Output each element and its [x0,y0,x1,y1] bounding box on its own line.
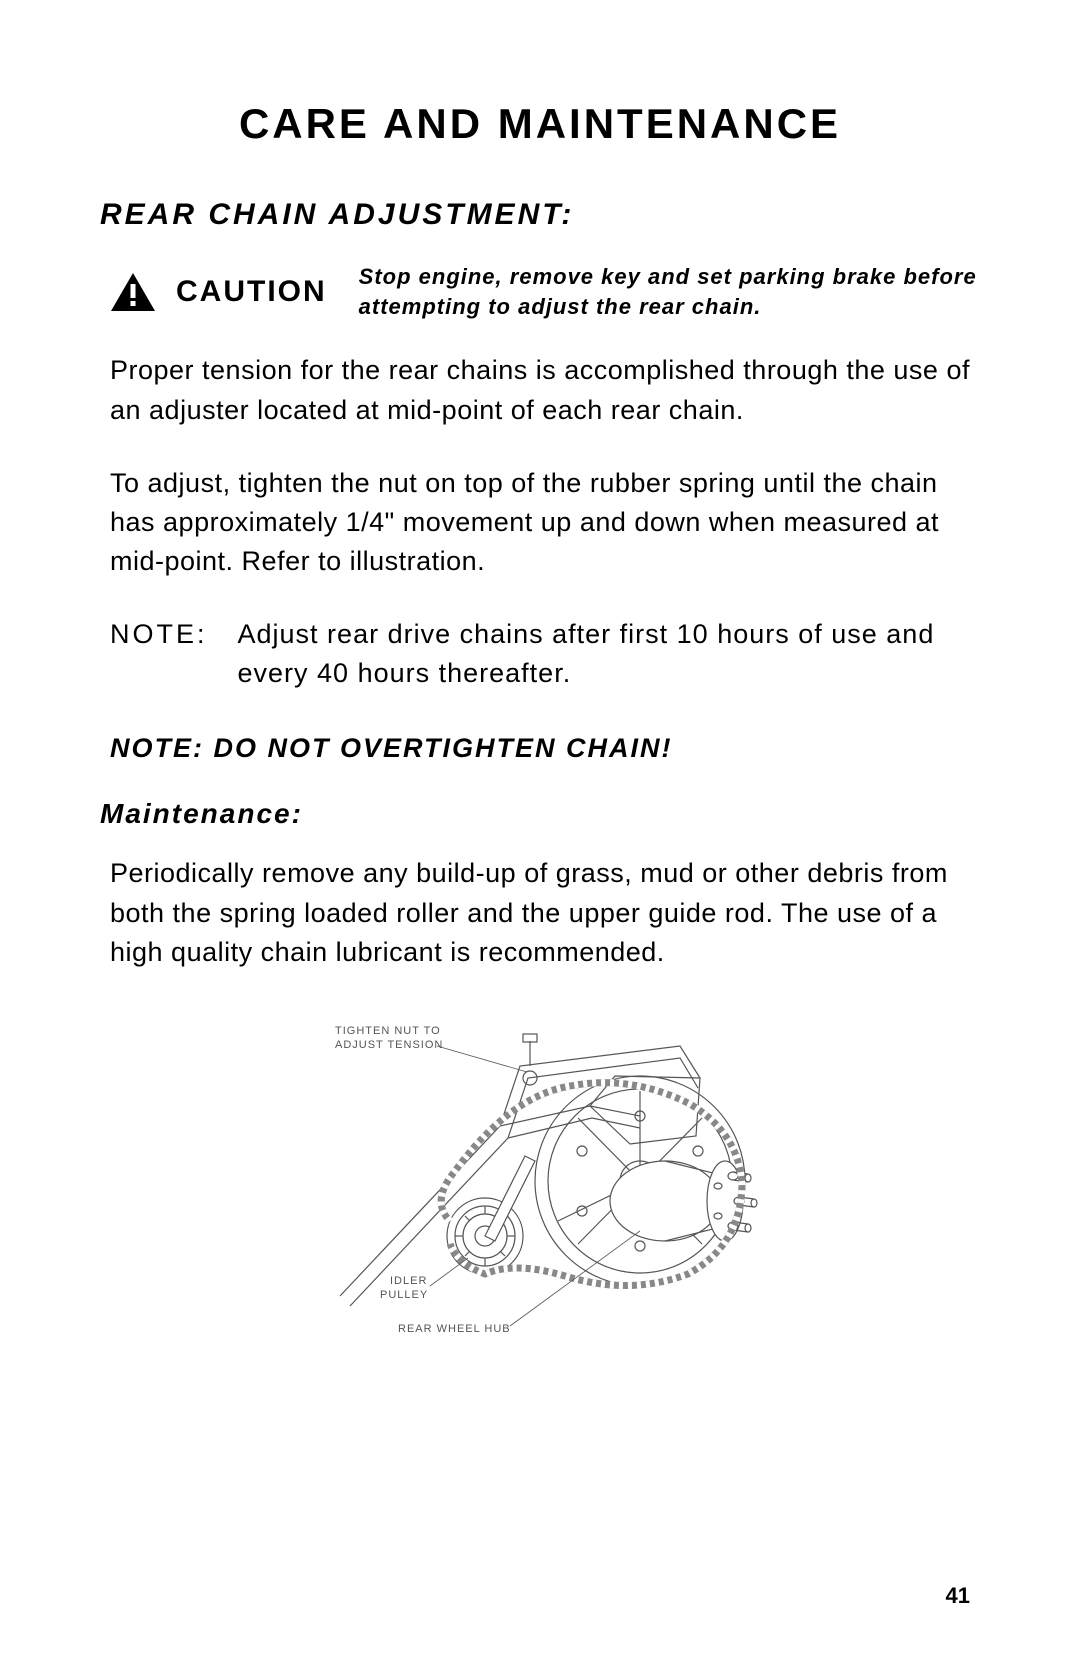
page-number: 41 [946,1583,970,1609]
chain-adjuster-diagram: TIGHTEN NUT TO ADJUST TENSION IDLER PULL… [280,1006,800,1366]
diagram-label-idler-2: PULLEY [380,1289,428,1301]
diagram-label-tighten-1: TIGHTEN NUT TO [335,1025,441,1037]
note-block: NOTE: Adjust rear drive chains after fir… [100,615,980,693]
caution-block: CAUTION Stop engine, remove key and set … [100,262,980,321]
page-title: CARE AND MAINTENANCE [100,100,980,148]
note-label: NOTE: [110,615,208,693]
paragraph-tension: Proper tension for the rear chains is ac… [100,351,980,429]
diagram-label-hub: REAR WHEEL HUB [398,1323,511,1335]
note-text: Adjust rear drive chains after first 10 … [238,615,980,693]
note-warning-overtighten: NOTE: DO NOT OVERTIGHTEN CHAIN! [100,733,980,764]
section-heading-rear-chain: REAR CHAIN ADJUSTMENT: [100,198,980,232]
paragraph-adjust: To adjust, tighten the nut on top of the… [100,464,980,581]
warning-triangle-icon [110,272,156,312]
sub-heading-maintenance: Maintenance: [100,798,980,830]
diagram-label-idler-1: IDLER [390,1275,427,1287]
caution-text: Stop engine, remove key and set parking … [359,262,980,321]
caution-label: CAUTION [176,275,327,309]
illustration-container: TIGHTEN NUT TO ADJUST TENSION IDLER PULL… [100,1006,980,1371]
paragraph-maintenance: Periodically remove any build-up of gras… [100,854,980,971]
diagram-label-tighten-2: ADJUST TENSION [335,1039,443,1051]
